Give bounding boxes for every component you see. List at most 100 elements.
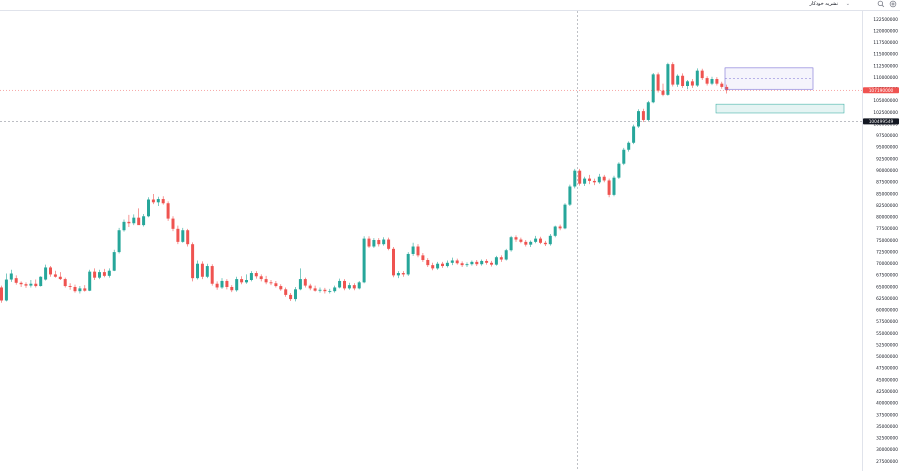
candle-body[interactable] <box>715 79 719 84</box>
candle-body[interactable] <box>499 257 503 260</box>
candle-body[interactable] <box>88 271 92 291</box>
candle-body[interactable] <box>441 263 444 267</box>
candle-body[interactable] <box>690 81 694 86</box>
candle-body[interactable] <box>29 283 33 286</box>
candle-body[interactable] <box>63 279 67 287</box>
candle-body[interactable] <box>274 283 278 287</box>
candle-body[interactable] <box>597 176 601 183</box>
candle-body[interactable] <box>539 238 542 243</box>
candle-body[interactable] <box>700 70 704 79</box>
candle-body[interactable] <box>230 286 234 291</box>
candle-body[interactable] <box>98 272 101 278</box>
candle-body[interactable] <box>632 126 636 143</box>
candle-body[interactable] <box>392 248 395 276</box>
candle-body[interactable] <box>592 180 596 183</box>
candle-body[interactable] <box>460 263 464 266</box>
candle-body[interactable] <box>671 64 675 85</box>
candle-body[interactable] <box>588 178 591 181</box>
candle-body[interactable] <box>543 242 547 245</box>
candle-body[interactable] <box>607 180 611 195</box>
candle-body[interactable] <box>264 279 268 283</box>
candle-body[interactable] <box>681 75 685 86</box>
candle-body[interactable] <box>347 285 351 289</box>
candle-body[interactable] <box>720 83 724 87</box>
candle-body[interactable] <box>205 266 209 277</box>
candle-body[interactable] <box>156 199 160 203</box>
candle-body[interactable] <box>524 241 528 245</box>
candle-body[interactable] <box>245 280 248 283</box>
candle-body[interactable] <box>318 289 322 291</box>
candle-body[interactable] <box>548 235 552 245</box>
candle-body[interactable] <box>490 262 493 265</box>
candle-body[interactable] <box>558 226 562 229</box>
candle-body[interactable] <box>9 273 13 280</box>
candle-body[interactable] <box>602 176 606 181</box>
candle-body[interactable] <box>58 276 62 280</box>
candle-body[interactable] <box>225 280 229 287</box>
candle-body[interactable] <box>142 216 146 226</box>
candle-body[interactable] <box>710 79 714 84</box>
candle-body[interactable] <box>362 238 366 283</box>
candle-body[interactable] <box>504 250 508 260</box>
candle-body[interactable] <box>328 291 332 292</box>
candle-body[interactable] <box>509 237 513 251</box>
candle-body[interactable] <box>553 226 557 236</box>
candle-body[interactable] <box>617 163 621 178</box>
candle-body[interactable] <box>627 142 631 150</box>
candle-body[interactable] <box>39 276 43 287</box>
candle-body[interactable] <box>382 239 386 245</box>
candle-body[interactable] <box>666 64 670 95</box>
candle-body[interactable] <box>53 274 57 277</box>
candle-body[interactable] <box>411 246 415 254</box>
candle-body[interactable] <box>396 273 400 276</box>
candle-body[interactable] <box>181 230 185 242</box>
candle-body[interactable] <box>338 280 342 288</box>
candle-body[interactable] <box>519 239 523 242</box>
candle-body[interactable] <box>573 170 577 187</box>
candle-body[interactable] <box>387 239 391 249</box>
candle-body[interactable] <box>313 288 317 291</box>
candle-body[interactable] <box>431 265 435 269</box>
candle-body[interactable] <box>494 257 498 265</box>
candle-body[interactable] <box>465 264 469 266</box>
candle-body[interactable] <box>485 260 489 263</box>
chevron-down-icon[interactable]: ⌄ <box>845 1 850 7</box>
candle-body[interactable] <box>19 282 23 285</box>
candle-body[interactable] <box>240 279 244 283</box>
candle-body[interactable] <box>514 237 518 240</box>
candle-body[interactable] <box>294 289 297 300</box>
zone-box[interactable] <box>715 103 845 114</box>
candle-body[interactable] <box>166 203 170 219</box>
candle-body[interactable] <box>401 273 405 275</box>
candle-body[interactable] <box>705 78 709 84</box>
candle-body[interactable] <box>196 263 199 279</box>
candle-body[interactable] <box>161 199 165 204</box>
candle-body[interactable] <box>269 282 273 284</box>
search-icon[interactable] <box>877 0 885 8</box>
candle-body[interactable] <box>436 263 440 269</box>
candle-body[interactable] <box>34 283 38 287</box>
candle-body[interactable] <box>480 260 484 265</box>
candle-body[interactable] <box>686 81 689 86</box>
candle-body[interactable] <box>445 262 449 267</box>
candle-body[interactable] <box>695 70 699 86</box>
candle-body[interactable] <box>147 199 150 217</box>
candle-body[interactable] <box>186 230 190 245</box>
candle-body[interactable] <box>298 279 302 290</box>
candle-body[interactable] <box>622 149 626 164</box>
candle-body[interactable] <box>637 111 640 127</box>
candle-body[interactable] <box>661 90 665 95</box>
candle-body[interactable] <box>137 217 141 226</box>
candle-body[interactable] <box>73 286 77 292</box>
candle-body[interactable] <box>656 74 660 91</box>
candle-body[interactable] <box>676 75 680 85</box>
candle-body[interactable] <box>132 217 136 224</box>
candle-body[interactable] <box>303 279 307 286</box>
candle-body[interactable] <box>455 260 459 264</box>
candle-body[interactable] <box>333 287 337 292</box>
candle-body[interactable] <box>220 280 224 288</box>
candle-body[interactable] <box>475 261 479 265</box>
candle-body[interactable] <box>450 260 454 263</box>
candle-body[interactable] <box>426 260 430 266</box>
candle-body[interactable] <box>249 273 253 281</box>
